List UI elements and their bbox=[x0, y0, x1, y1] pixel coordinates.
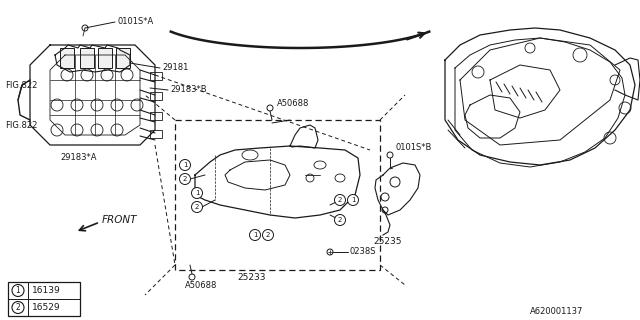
Bar bbox=[116, 48, 130, 68]
Text: 0238S: 0238S bbox=[350, 247, 376, 257]
Text: 0101S*B: 0101S*B bbox=[395, 143, 431, 153]
Bar bbox=[175, 120, 380, 270]
Text: 2: 2 bbox=[15, 303, 20, 312]
Bar bbox=[150, 130, 162, 138]
Circle shape bbox=[191, 188, 202, 198]
Text: 16529: 16529 bbox=[32, 303, 61, 312]
Text: 25235: 25235 bbox=[374, 237, 403, 246]
Text: 2: 2 bbox=[183, 176, 187, 182]
Text: 1: 1 bbox=[183, 162, 188, 168]
Text: FIG.822: FIG.822 bbox=[5, 81, 37, 90]
Text: 2: 2 bbox=[195, 204, 199, 210]
Circle shape bbox=[348, 195, 358, 205]
Text: 16139: 16139 bbox=[32, 286, 61, 295]
Text: FIG.822: FIG.822 bbox=[5, 121, 37, 130]
Circle shape bbox=[335, 195, 346, 205]
Text: 29183*A: 29183*A bbox=[60, 154, 97, 163]
Text: 2: 2 bbox=[338, 217, 342, 223]
Bar bbox=[8, 282, 80, 316]
Bar bbox=[80, 48, 94, 68]
Text: 1: 1 bbox=[195, 190, 199, 196]
Text: A50688: A50688 bbox=[185, 281, 218, 290]
Text: A620001137: A620001137 bbox=[530, 308, 584, 316]
Circle shape bbox=[12, 301, 24, 314]
Text: 1: 1 bbox=[253, 232, 257, 238]
Text: FRONT: FRONT bbox=[102, 215, 138, 225]
Circle shape bbox=[179, 173, 191, 185]
Bar bbox=[150, 92, 162, 100]
Text: 2: 2 bbox=[266, 232, 270, 238]
Circle shape bbox=[250, 229, 260, 241]
Circle shape bbox=[262, 229, 273, 241]
Circle shape bbox=[191, 202, 202, 212]
Text: 0101S*A: 0101S*A bbox=[117, 18, 153, 27]
Bar bbox=[150, 112, 162, 120]
Bar bbox=[60, 48, 74, 68]
Text: A50688: A50688 bbox=[277, 99, 309, 108]
Text: 2: 2 bbox=[338, 197, 342, 203]
Bar bbox=[98, 48, 112, 68]
Text: 29183*B: 29183*B bbox=[170, 85, 207, 94]
Text: 1: 1 bbox=[351, 197, 355, 203]
Text: 1: 1 bbox=[15, 286, 20, 295]
Circle shape bbox=[12, 284, 24, 297]
Text: 25233: 25233 bbox=[237, 274, 266, 283]
Circle shape bbox=[179, 159, 191, 171]
Text: 29181: 29181 bbox=[162, 63, 188, 73]
Bar bbox=[150, 72, 162, 80]
Circle shape bbox=[335, 214, 346, 226]
